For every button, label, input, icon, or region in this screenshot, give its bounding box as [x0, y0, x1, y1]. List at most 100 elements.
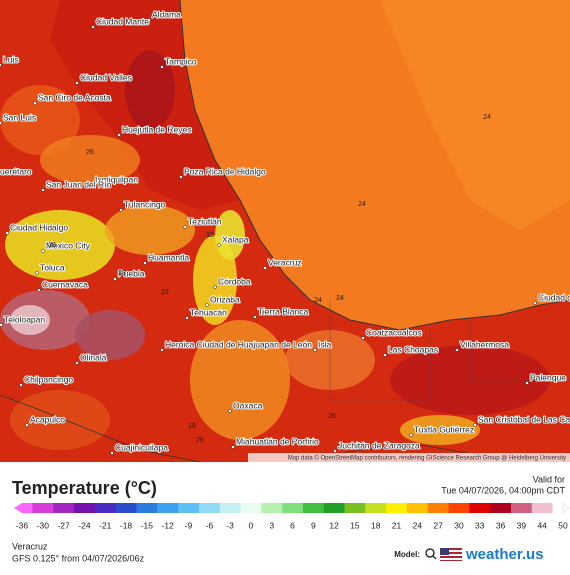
city-label: Juchitán de Zaragoza — [338, 440, 420, 450]
color-swatch — [490, 503, 512, 513]
color-swatch — [22, 503, 33, 513]
city-label: San Cristóbal de Las Casas — [478, 414, 570, 424]
city-label: Veracruz — [268, 257, 302, 267]
city-label: Tehuacán — [190, 307, 227, 317]
scale-tick-label: -27 — [57, 520, 70, 530]
contour-label: 26 — [328, 413, 336, 420]
city-dot — [179, 175, 183, 179]
city-label: Ciudad Mante — [96, 16, 149, 26]
contour-label: 24 — [358, 201, 366, 208]
city-label: Ciudad Valles — [80, 72, 132, 82]
city-dot — [383, 353, 387, 357]
contour-label: 22 — [161, 289, 169, 296]
city-label: Toluca — [40, 262, 65, 272]
city-dot — [117, 133, 121, 137]
city-dot — [0, 63, 2, 67]
contour-label: 24 — [336, 295, 344, 302]
city-label: Coatzacoalcos — [366, 327, 422, 337]
city-dot — [75, 81, 79, 85]
scale-tick-label: 12 — [329, 520, 339, 530]
city-label: Xalapa — [222, 234, 249, 244]
scale-end — [562, 502, 570, 514]
contour-label: 18 — [188, 423, 196, 430]
scale-tick-label: 30 — [454, 520, 464, 530]
city-label: Tuxtla Gutiérrez — [414, 424, 474, 434]
contour-label: 26 — [86, 149, 94, 156]
city-dot — [110, 451, 114, 455]
scale-end — [14, 503, 22, 513]
city-dot — [409, 433, 413, 437]
city-label: Cuernavaca — [42, 279, 88, 289]
city-dot — [35, 271, 39, 275]
city-label: San Juan del Río — [46, 179, 111, 189]
scale-tick-label: 3 — [269, 520, 274, 530]
contour-label: 24 — [314, 297, 322, 304]
city-dot — [147, 18, 151, 22]
color-swatch — [302, 503, 325, 513]
city-label: Ciudad del Carmen — [538, 292, 570, 302]
scale-tick-label: 33 — [475, 520, 485, 530]
color-swatch — [365, 503, 387, 513]
scale-tick-label: -21 — [99, 520, 112, 530]
contour-label: 18 — [48, 242, 56, 249]
color-swatch — [510, 503, 533, 513]
city-label: Ixmiquilpan — [95, 174, 138, 184]
city-dot — [113, 277, 117, 281]
city-dot — [75, 361, 79, 365]
scale-tick-label: 24 — [413, 520, 423, 530]
scale-tick-label: 18 — [371, 520, 381, 530]
city-dot — [19, 383, 23, 387]
city-label: Aldama — [152, 9, 181, 19]
color-swatch — [198, 503, 221, 513]
scale-tick-label: 6 — [290, 520, 295, 530]
city-dot — [183, 225, 187, 229]
city-label: Oaxaca — [233, 400, 263, 410]
city-label: Puebla — [118, 268, 145, 278]
city-dot — [333, 449, 337, 453]
contour-label: 24 — [483, 114, 491, 121]
color-swatch — [32, 503, 54, 513]
color-swatch — [157, 503, 179, 513]
scale-tick-label: -15 — [141, 520, 154, 530]
model-label: Model: — [394, 550, 420, 559]
city-label: Huamantla — [148, 252, 189, 262]
city-dot — [90, 183, 94, 187]
city-dot — [205, 303, 209, 307]
city-dot — [361, 336, 365, 340]
city-dot — [41, 249, 45, 253]
city-dot — [0, 121, 2, 125]
city-label: Tampico — [165, 56, 197, 66]
color-swatch — [427, 503, 450, 513]
color-swatch — [531, 503, 554, 513]
city-label: Poza Rica de Hidalgo — [184, 166, 266, 176]
city-dot — [37, 288, 41, 292]
color-swatch — [552, 503, 564, 513]
scale-tick-label: -36 — [16, 520, 29, 530]
scale-tick-label: 44 — [537, 520, 547, 530]
city-dot — [455, 348, 459, 352]
color-swatch — [94, 503, 117, 513]
city-dot — [217, 243, 221, 247]
city-label: Mexico City — [46, 240, 91, 250]
region-name: Veracruz — [12, 541, 48, 551]
color-swatch — [448, 503, 470, 513]
city-dot — [313, 348, 317, 352]
color-swatch — [261, 503, 283, 513]
city-label: uerétaro — [0, 166, 32, 176]
scale-tick-label: -9 — [185, 520, 193, 530]
scale-tick-label: 27 — [433, 520, 443, 530]
color-swatch — [406, 503, 429, 513]
city-dot — [160, 65, 164, 69]
city-dot — [143, 261, 147, 265]
city-dot — [5, 231, 9, 235]
city-label: Tierra Blanca — [258, 306, 309, 316]
footer-logo — [425, 548, 462, 561]
city-dot — [185, 316, 189, 320]
city-label: Miahuatlán de Porfirio — [236, 436, 319, 446]
city-label: Luis — [3, 54, 19, 64]
city-label: Olinalá — [80, 352, 107, 362]
city-label: Teziutlán — [188, 216, 222, 226]
city-dot — [533, 301, 537, 305]
color-swatch — [323, 503, 346, 513]
